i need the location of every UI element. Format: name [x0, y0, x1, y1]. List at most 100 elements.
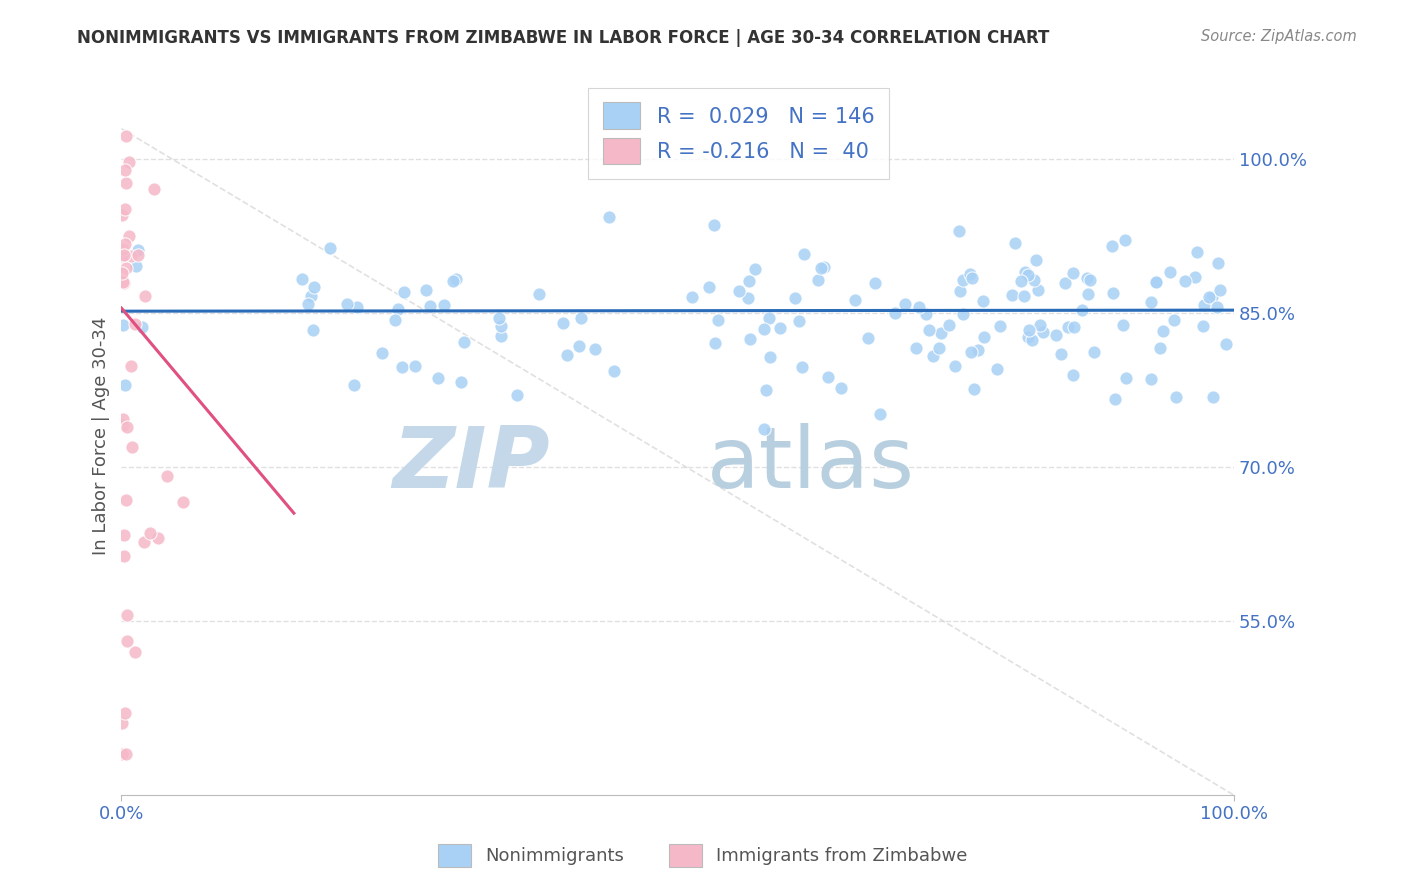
Point: [433, 298, 456, 312]
Point: [943, 359, 966, 373]
Point: [114, 129, 136, 144]
Point: [111, 747, 134, 761]
Point: [1206, 256, 1229, 270]
Point: [127, 243, 149, 257]
Point: [844, 293, 866, 307]
Point: [1045, 328, 1067, 343]
Point: [988, 319, 1011, 334]
Point: [1018, 323, 1040, 337]
Point: [1184, 269, 1206, 284]
Point: [1026, 283, 1049, 297]
Point: [115, 634, 138, 648]
Point: [1144, 276, 1167, 290]
Point: [1062, 266, 1084, 280]
Point: [404, 359, 426, 374]
Point: [304, 280, 326, 294]
Point: [114, 747, 136, 761]
Point: [568, 339, 591, 353]
Legend: R =  0.029   N = 146, R = -0.216   N =  40: R = 0.029 N = 146, R = -0.216 N = 40: [588, 87, 890, 179]
Point: [1185, 245, 1208, 260]
Point: [1115, 371, 1137, 385]
Point: [115, 420, 138, 434]
Point: [603, 364, 626, 378]
Point: [754, 422, 776, 436]
Point: [112, 242, 135, 256]
Point: [1192, 318, 1215, 333]
Point: [1104, 392, 1126, 406]
Point: [527, 286, 550, 301]
Point: [893, 296, 915, 310]
Point: [703, 218, 725, 232]
Point: [343, 377, 366, 392]
Point: [759, 350, 782, 364]
Point: [172, 495, 194, 509]
Point: [551, 316, 574, 330]
Point: [952, 307, 974, 321]
Point: [1112, 318, 1135, 332]
Point: [1101, 239, 1123, 253]
Point: [112, 549, 135, 563]
Point: [111, 266, 134, 280]
Point: [1070, 302, 1092, 317]
Text: ZIP: ZIP: [392, 424, 550, 507]
Point: [918, 324, 941, 338]
Legend: Nonimmigrants, Immigrants from Zimbabwe: Nonimmigrants, Immigrants from Zimbabwe: [429, 835, 977, 876]
Point: [986, 362, 1008, 376]
Point: [1077, 287, 1099, 301]
Point: [1139, 294, 1161, 309]
Point: [813, 260, 835, 274]
Point: [291, 272, 314, 286]
Point: [938, 318, 960, 332]
Point: [489, 329, 512, 343]
Point: [737, 291, 759, 305]
Point: [1083, 345, 1105, 359]
Point: [783, 291, 806, 305]
Point: [963, 382, 986, 396]
Point: [1063, 320, 1085, 334]
Point: [134, 289, 156, 303]
Point: [111, 249, 134, 263]
Point: [120, 359, 142, 374]
Point: [156, 469, 179, 483]
Point: [392, 285, 415, 299]
Point: [1205, 300, 1227, 314]
Point: [1202, 390, 1225, 404]
Point: [752, 322, 775, 336]
Point: [384, 312, 406, 326]
Point: [111, 208, 134, 222]
Point: [973, 330, 995, 344]
Y-axis label: In Labor Force | Age 30-34: In Labor Force | Age 30-34: [93, 317, 110, 556]
Point: [704, 335, 727, 350]
Point: [134, 535, 156, 549]
Point: [387, 301, 409, 316]
Point: [118, 154, 141, 169]
Point: [1174, 274, 1197, 288]
Point: [972, 294, 994, 309]
Point: [114, 493, 136, 508]
Point: [555, 348, 578, 362]
Point: [960, 345, 983, 359]
Point: [1050, 347, 1073, 361]
Point: [1198, 290, 1220, 304]
Point: [793, 246, 815, 260]
Point: [740, 332, 762, 346]
Point: [115, 260, 138, 275]
Point: [758, 311, 780, 326]
Text: Source: ZipAtlas.com: Source: ZipAtlas.com: [1201, 29, 1357, 44]
Point: [1022, 272, 1045, 286]
Point: [1029, 318, 1052, 333]
Point: [419, 299, 441, 313]
Point: [1062, 368, 1084, 382]
Point: [112, 275, 135, 289]
Point: [415, 284, 437, 298]
Point: [1053, 277, 1076, 291]
Point: [1017, 268, 1039, 282]
Point: [111, 716, 134, 731]
Point: [112, 318, 135, 332]
Point: [1014, 264, 1036, 278]
Point: [1004, 236, 1026, 251]
Point: [114, 177, 136, 191]
Point: [1149, 342, 1171, 356]
Point: [905, 342, 928, 356]
Point: [949, 284, 972, 298]
